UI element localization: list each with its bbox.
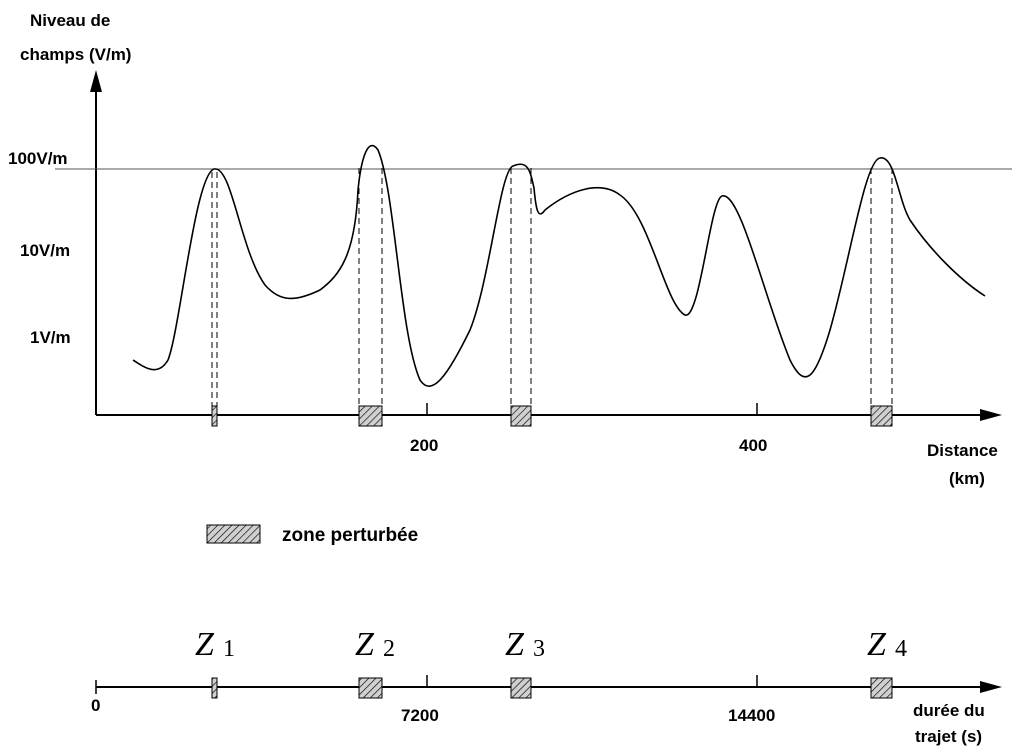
zone1-index: 1 xyxy=(223,636,235,662)
y-level-100: 100V/m xyxy=(8,149,68,168)
zone1-letter: Z xyxy=(195,626,215,663)
zone3-index: 3 xyxy=(533,636,545,662)
x-axis-arrow xyxy=(980,409,1002,421)
x-tick-label-200: 200 xyxy=(410,436,438,455)
x-tick-label-400: 400 xyxy=(739,436,767,455)
zone1-marker-bottom xyxy=(211,677,218,699)
x-axis-label-line1: Distance xyxy=(927,441,998,460)
zone2-marker-top xyxy=(358,405,383,427)
time-axis-label-line2: trajet (s) xyxy=(915,727,982,746)
zone4-marker-bottom xyxy=(870,677,893,699)
time-axis-label-line1: durée du xyxy=(913,701,985,720)
zone4-marker-top xyxy=(870,405,893,427)
zone2-marker-bottom xyxy=(358,677,383,699)
y-level-1: 1V/m xyxy=(30,328,71,347)
zone2-label: Z 2 xyxy=(355,626,395,663)
zone3-letter: Z xyxy=(505,626,525,663)
y-axis-label-line1: Niveau de xyxy=(30,11,110,30)
time-origin-label: 0 xyxy=(91,696,100,715)
time-tick-label-14400: 14400 xyxy=(728,706,775,725)
zone1-marker-top xyxy=(211,405,218,427)
legend-label: zone perturbée xyxy=(282,525,418,546)
zone3-label: Z 3 xyxy=(505,626,545,663)
time-axis-arrow xyxy=(980,681,1002,693)
field-level-curve xyxy=(132,144,986,387)
legend-swatch xyxy=(206,524,261,544)
zone4-letter: Z xyxy=(867,626,887,663)
zone4-index: 4 xyxy=(895,636,907,662)
dashed-guides xyxy=(211,168,893,415)
zone4-label: Z 4 xyxy=(867,626,907,663)
y-axis-label-line2: champs (V/m) xyxy=(20,45,131,64)
y-level-10: 10V/m xyxy=(20,241,70,260)
time-tick-label-7200: 7200 xyxy=(401,706,439,725)
x-axis-label-line2: (km) xyxy=(949,469,985,488)
zone3-marker-bottom xyxy=(510,677,532,699)
zone1-label: Z 1 xyxy=(195,626,235,663)
zone3-marker-top xyxy=(510,405,532,427)
y-axis-arrow xyxy=(90,70,102,92)
zone2-index: 2 xyxy=(383,636,395,662)
zone2-letter: Z xyxy=(355,626,375,663)
